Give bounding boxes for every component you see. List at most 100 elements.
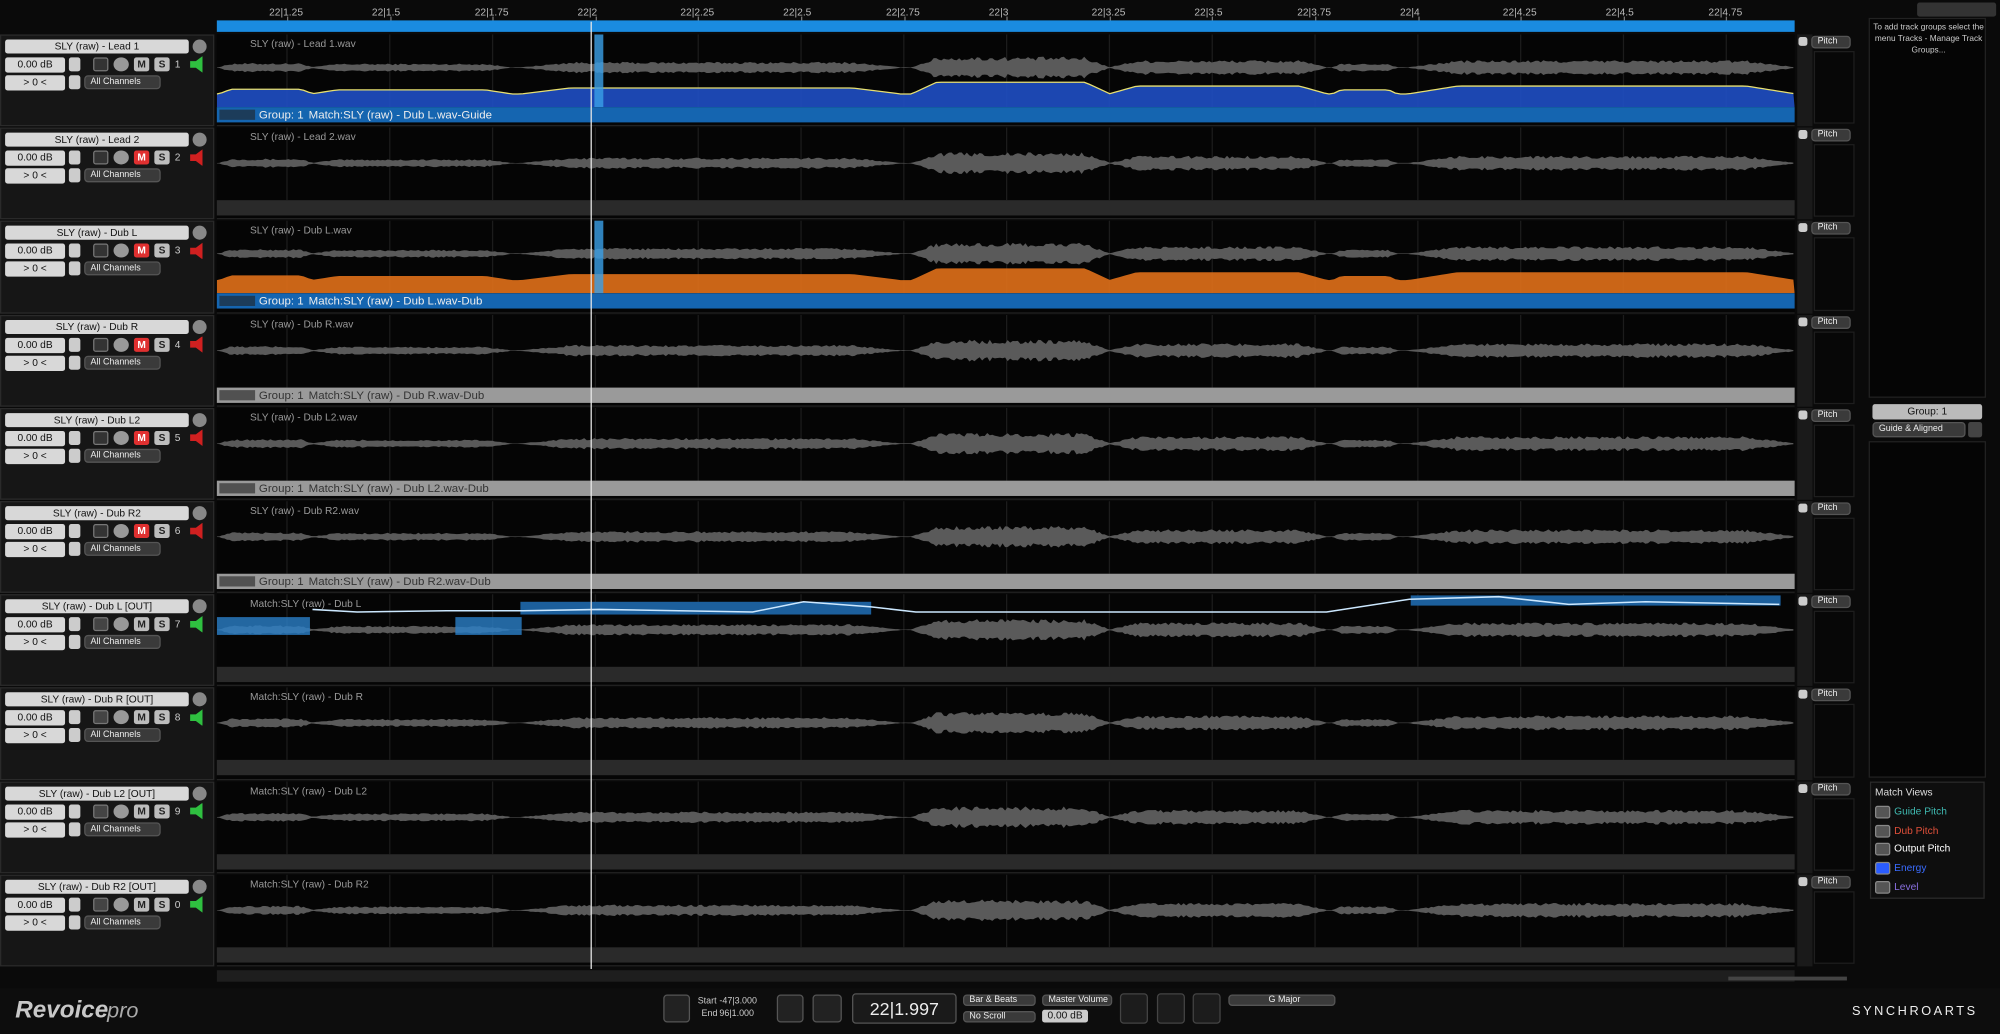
link-button[interactable] <box>663 994 691 1023</box>
add-button[interactable] <box>68 448 81 463</box>
track-name[interactable]: SLY (raw) - Lead 2 <box>5 132 189 147</box>
record-button[interactable] <box>93 150 109 165</box>
group-controls[interactable] <box>219 389 256 400</box>
speaker-icon[interactable] <box>190 149 203 166</box>
pitch-add[interactable] <box>1798 410 1808 420</box>
monitor-button[interactable] <box>113 803 129 819</box>
add-button[interactable] <box>68 803 81 819</box>
key-dropdown[interactable]: G Major <box>1228 994 1336 1006</box>
track-menu[interactable] <box>192 692 207 707</box>
mute-button[interactable]: M <box>133 57 150 72</box>
tool-button[interactable] <box>1192 993 1221 1024</box>
mute-button[interactable]: M <box>133 710 150 725</box>
speaker-icon[interactable] <box>190 896 203 913</box>
monitor-button[interactable] <box>113 244 129 259</box>
group-controls[interactable] <box>219 482 256 494</box>
track-menu[interactable] <box>192 412 207 427</box>
add-button[interactable] <box>68 541 81 556</box>
pitch-add[interactable] <box>1798 690 1808 700</box>
solo-button[interactable]: S <box>154 150 170 165</box>
pitch-dropdown[interactable]: Pitch <box>1811 129 1851 142</box>
view-toggle[interactable] <box>1874 805 1891 819</box>
channels-dropdown[interactable]: All Channels <box>84 168 161 183</box>
add-button[interactable] <box>68 261 81 276</box>
speaker-icon[interactable] <box>190 522 203 540</box>
add-button[interactable] <box>68 430 81 445</box>
add-button[interactable] <box>68 57 81 72</box>
track-offset[interactable]: > 0 < <box>5 635 66 651</box>
monitor-button[interactable] <box>113 524 129 539</box>
record-button[interactable] <box>93 524 109 539</box>
channels-dropdown[interactable]: All Channels <box>84 448 161 463</box>
pitch-dropdown[interactable]: Pitch <box>1811 502 1851 516</box>
pitch-dropdown[interactable]: Pitch <box>1811 409 1851 422</box>
mute-button[interactable]: M <box>133 430 150 445</box>
add-button[interactable] <box>68 337 81 352</box>
pitch-dropdown[interactable]: Pitch <box>1811 782 1851 796</box>
track-offset[interactable]: > 0 < <box>5 355 66 371</box>
record-button[interactable] <box>93 803 109 819</box>
add-button[interactable] <box>68 728 81 743</box>
track-menu[interactable] <box>192 132 207 147</box>
track-name[interactable]: SLY (raw) - Dub R <box>5 319 189 334</box>
speaker-icon[interactable] <box>190 802 203 820</box>
pitch-add[interactable] <box>1798 130 1808 140</box>
monitor-button[interactable] <box>113 710 129 725</box>
channels-dropdown[interactable]: All Channels <box>84 728 161 743</box>
add-button[interactable] <box>68 75 81 90</box>
mute-button[interactable]: M <box>133 617 150 632</box>
group-name[interactable]: Group: 1 <box>1872 404 1983 420</box>
add-button[interactable] <box>68 244 81 259</box>
track-gain[interactable]: 0.00 dB <box>5 244 66 260</box>
pitch-add[interactable] <box>1798 316 1808 326</box>
pitch-add[interactable] <box>1798 783 1808 793</box>
track-gain[interactable]: 0.00 dB <box>5 150 66 166</box>
mute-button[interactable]: M <box>133 337 150 352</box>
track-offset[interactable]: > 0 < <box>5 168 66 184</box>
track-menu[interactable] <box>192 506 207 521</box>
pitch-dropdown[interactable]: Pitch <box>1811 595 1851 609</box>
view-toggle[interactable] <box>1874 880 1891 894</box>
master-volume[interactable]: 0.00 dB <box>1042 1009 1089 1023</box>
solo-button[interactable]: S <box>154 710 170 725</box>
undo-button[interactable] <box>776 994 804 1023</box>
pitch-add[interactable] <box>1798 503 1808 513</box>
view-toggle[interactable] <box>1874 861 1891 875</box>
add-button[interactable] <box>68 524 81 539</box>
pitch-add[interactable] <box>1798 876 1808 886</box>
track-offset[interactable]: > 0 < <box>5 261 66 278</box>
track-name[interactable]: SLY (raw) - Dub L2 [OUT] <box>5 786 189 801</box>
track-name[interactable]: SLY (raw) - Lead 1 <box>5 39 189 54</box>
mute-button[interactable]: M <box>133 524 150 539</box>
track-offset[interactable]: > 0 < <box>5 448 66 464</box>
pitch-dropdown[interactable]: Pitch <box>1811 315 1851 329</box>
track-gain[interactable]: 0.00 dB <box>5 803 66 820</box>
solo-button[interactable]: S <box>154 430 170 445</box>
time-format[interactable]: Bar & Beats <box>963 994 1036 1006</box>
channels-dropdown[interactable]: All Channels <box>84 75 161 90</box>
pitch-add[interactable] <box>1798 223 1808 233</box>
track-name[interactable]: SLY (raw) - Dub L2 <box>5 412 189 427</box>
track-name[interactable]: SLY (raw) - Dub L [OUT] <box>5 599 189 614</box>
pitch-dropdown[interactable]: Pitch <box>1811 35 1851 49</box>
mute-button[interactable]: M <box>133 244 150 259</box>
channels-dropdown[interactable]: All Channels <box>84 915 161 930</box>
track-menu[interactable] <box>192 226 207 241</box>
speaker-icon[interactable] <box>190 56 203 73</box>
group-play[interactable] <box>1968 422 1983 438</box>
loop-button[interactable] <box>812 994 842 1023</box>
track-gain[interactable]: 0.00 dB <box>5 897 66 913</box>
add-button[interactable] <box>68 897 81 912</box>
track-gain[interactable]: 0.00 dB <box>5 430 66 446</box>
monitor-button[interactable] <box>113 150 129 165</box>
solo-button[interactable]: S <box>154 803 170 819</box>
tool-button[interactable] <box>1119 993 1148 1024</box>
pitch-dropdown[interactable]: Pitch <box>1811 875 1851 889</box>
monitor-button[interactable] <box>113 617 129 632</box>
monitor-button[interactable] <box>113 337 129 352</box>
add-button[interactable] <box>68 710 81 725</box>
record-button[interactable] <box>93 337 109 352</box>
pitch-dropdown[interactable]: Pitch <box>1811 222 1851 236</box>
speaker-icon[interactable] <box>190 242 203 260</box>
view-toggle[interactable] <box>1874 843 1891 857</box>
